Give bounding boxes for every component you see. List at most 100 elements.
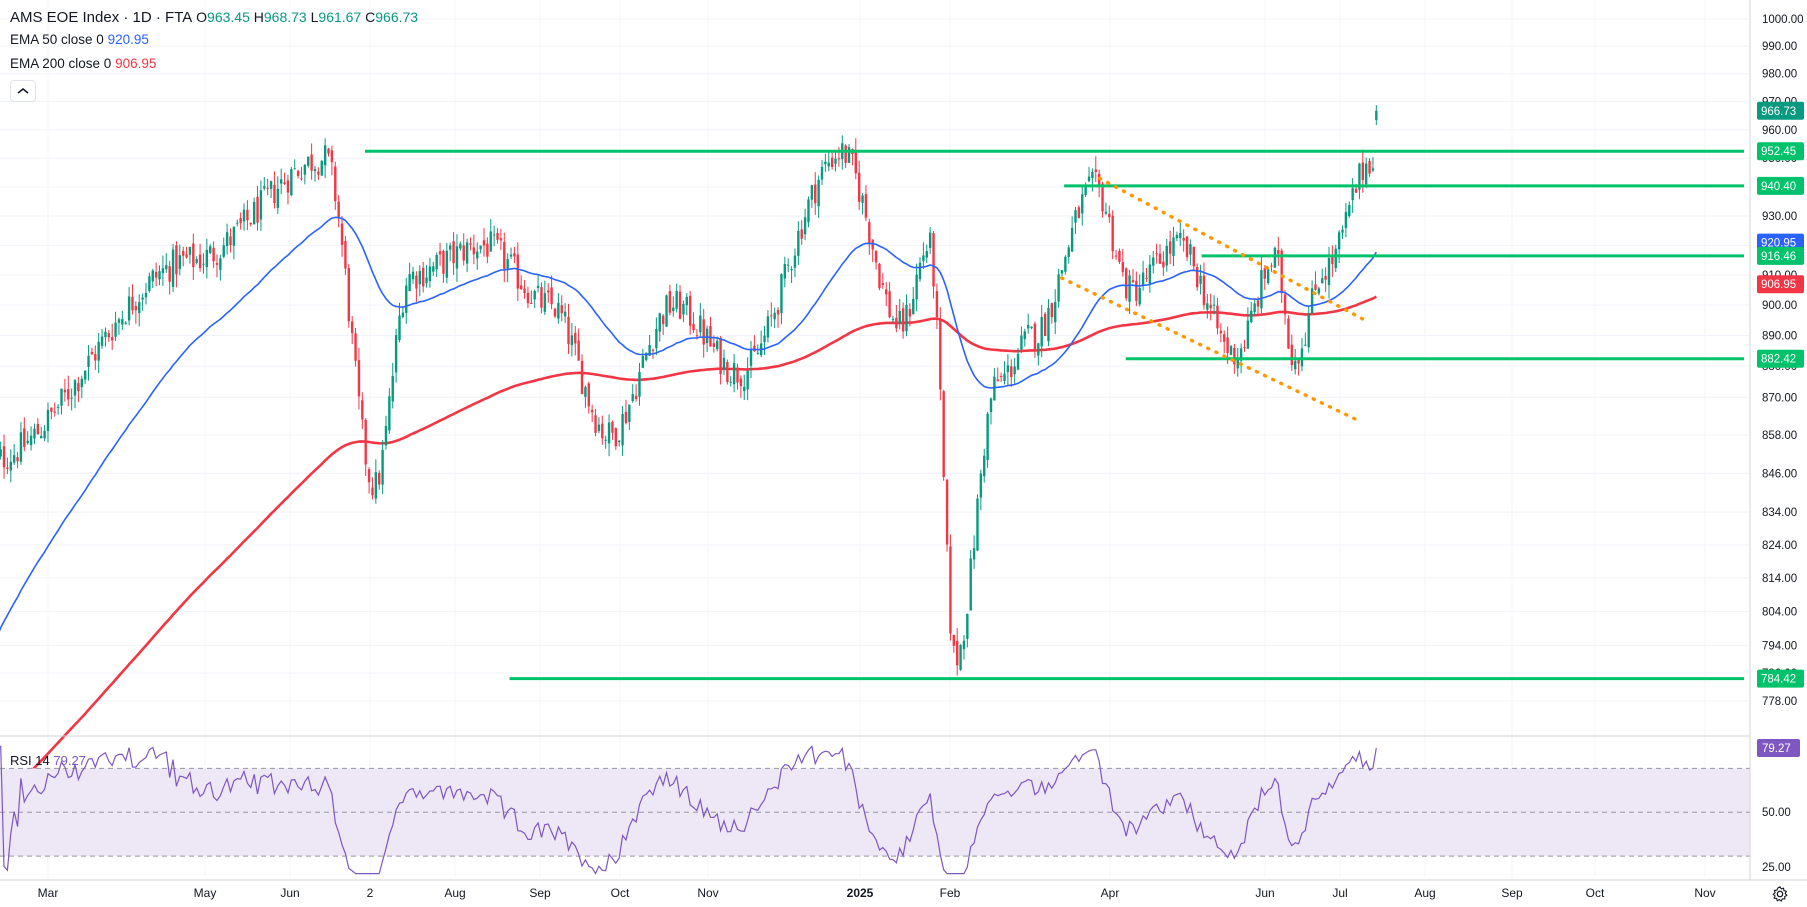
- candle: [817, 175, 820, 218]
- candle-body: [1016, 354, 1020, 370]
- candle: [432, 261, 435, 276]
- open-label: O: [196, 9, 208, 25]
- gear-icon[interactable]: [1771, 885, 1789, 903]
- candle-body: [996, 379, 999, 382]
- candle: [354, 327, 357, 367]
- candle-body: [1199, 275, 1202, 284]
- symbol-title: AMS EOE Index · 1D · FTA: [10, 9, 193, 26]
- candle-body: [1162, 261, 1165, 268]
- collapse-legend-button[interactable]: [10, 80, 36, 102]
- candle: [1283, 290, 1287, 325]
- candle-body: [1327, 257, 1331, 286]
- candle: [743, 374, 746, 401]
- candle-body: [574, 332, 577, 344]
- candle: [996, 367, 999, 382]
- candle-body: [371, 487, 374, 496]
- candle-body: [12, 455, 16, 463]
- price-label: 940.40: [1757, 176, 1804, 195]
- candle-body: [901, 308, 905, 332]
- candle-body: [702, 319, 705, 345]
- candle: [1104, 202, 1108, 216]
- candle-body: [209, 246, 212, 253]
- candle-body: [604, 439, 607, 441]
- channel-lines[interactable]: [1060, 176, 1367, 421]
- candle: [46, 402, 50, 443]
- candle: [266, 178, 269, 196]
- candle: [445, 243, 449, 284]
- candle-body: [134, 306, 138, 311]
- candle-body: [908, 309, 912, 317]
- candle: [699, 303, 702, 337]
- candle: [871, 239, 874, 263]
- candle-body: [398, 315, 401, 341]
- candle-body: [837, 158, 841, 160]
- candle-body: [1229, 345, 1233, 355]
- candle-body: [942, 391, 945, 478]
- candle-body: [334, 166, 337, 201]
- candle: [563, 303, 567, 323]
- candle: [509, 247, 513, 259]
- candle: [1368, 158, 1371, 177]
- x-tick-label: Sep: [529, 886, 551, 900]
- candle: [1263, 265, 1266, 290]
- candle: [1101, 181, 1104, 218]
- candle: [300, 166, 303, 181]
- candle: [1202, 262, 1206, 310]
- candle: [945, 478, 949, 552]
- candle-body: [307, 156, 310, 166]
- candle-body: [820, 167, 824, 180]
- candle: [161, 255, 165, 286]
- candle-body: [661, 315, 665, 325]
- y-tick-label: 814.00: [1762, 573, 1797, 585]
- candle-body: [340, 223, 344, 245]
- candle-body: [1226, 337, 1229, 354]
- candle-body: [357, 360, 361, 397]
- candle: [171, 243, 175, 293]
- price-label-bg: [1757, 275, 1804, 294]
- candle: [868, 218, 871, 256]
- candle: [1223, 330, 1226, 354]
- candle-body: [90, 351, 94, 355]
- ema200-path: [0, 295, 1377, 807]
- candle-body: [756, 352, 759, 354]
- candle-body: [1013, 366, 1016, 375]
- candle-body: [675, 290, 678, 309]
- candle: [719, 336, 722, 385]
- candle-body: [844, 145, 847, 163]
- candle: [462, 233, 465, 266]
- candle-body: [1206, 303, 1209, 310]
- candle-body: [770, 315, 773, 317]
- candle: [158, 265, 161, 286]
- candle: [1199, 264, 1202, 295]
- candle-body: [732, 362, 736, 385]
- candle-body: [0, 449, 2, 457]
- candle: [307, 156, 310, 168]
- candle: [1030, 326, 1033, 330]
- candle-body: [688, 296, 692, 326]
- candle: [1192, 246, 1195, 271]
- candle-body: [364, 419, 367, 465]
- rsi-legend[interactable]: RSI 14 79.27: [10, 752, 86, 770]
- candle-body: [709, 326, 712, 347]
- x-tick-label: Jun: [1255, 886, 1274, 900]
- candle-body: [898, 310, 901, 324]
- candle: [428, 257, 432, 288]
- candle-body: [354, 333, 357, 361]
- candle-body: [1212, 304, 1216, 306]
- candle: [489, 219, 492, 252]
- ema50-legend[interactable]: EMA 50 close 0 920.95: [10, 31, 149, 49]
- candle-body: [847, 147, 851, 163]
- candle-body: [323, 145, 327, 166]
- candle: [1135, 271, 1138, 307]
- ema200-legend[interactable]: EMA 200 close 0 906.95: [10, 55, 156, 73]
- candle: [482, 228, 486, 257]
- candle: [340, 216, 344, 257]
- candle: [550, 275, 553, 310]
- support-resistance-lines[interactable]: [364, 149, 1744, 681]
- candle-body: [50, 407, 53, 412]
- candle: [939, 307, 942, 401]
- candle: [334, 161, 337, 210]
- candle-body: [915, 274, 918, 300]
- rsi-tick-label: 50.00: [1762, 807, 1791, 819]
